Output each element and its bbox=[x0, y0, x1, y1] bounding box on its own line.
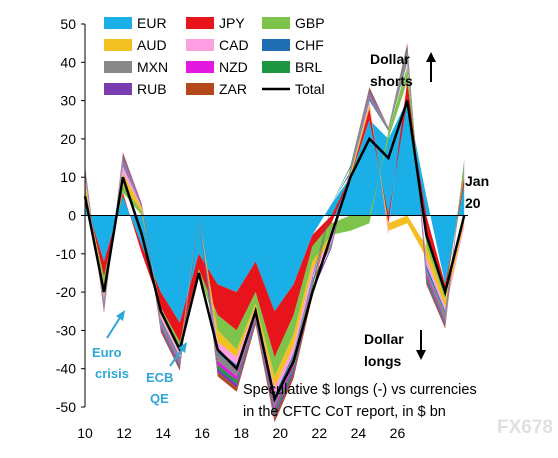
annotations: Dollar shorts Jan 20 Dollar longs Euro crisis EC… bbox=[92, 51, 553, 438]
annotation-euro-crisis-line2: crisis bbox=[95, 366, 129, 381]
y-tick-labels: 50 40 30 20 10 0 -10 -20 -30 -40 -50 bbox=[56, 16, 85, 415]
legend-swatch bbox=[186, 61, 214, 73]
annotation-dollar-shorts-line2: shorts bbox=[370, 73, 413, 89]
footnote-line1: Speculative $ longs (-) vs currencies bbox=[243, 382, 477, 398]
total-line bbox=[83, 100, 466, 404]
y-tick-label: -50 bbox=[56, 399, 76, 415]
x-tick-label: 14 bbox=[155, 425, 171, 441]
legend-label: BRL bbox=[295, 59, 322, 75]
legend-item-aud: AUD bbox=[104, 37, 167, 53]
x-tick-label: 12 bbox=[116, 425, 132, 441]
x-tick-label: 24 bbox=[351, 425, 367, 441]
annotation-dollar-longs-line2: longs bbox=[364, 353, 402, 369]
annotation-euro-crisis-line1: Euro bbox=[92, 345, 122, 360]
arrow-euro-head bbox=[116, 310, 125, 321]
annotation-dollar-shorts-line1: Dollar bbox=[370, 51, 410, 67]
legend-item-chf: CHF bbox=[262, 37, 324, 53]
legend-swatch bbox=[186, 17, 214, 29]
stacked-areas bbox=[85, 43, 465, 423]
legend-swatch bbox=[262, 17, 290, 29]
legend-swatch bbox=[262, 39, 290, 51]
legend-item-cad: CAD bbox=[186, 37, 249, 53]
legend-swatch bbox=[104, 39, 132, 51]
arrow-ecb-head bbox=[178, 342, 187, 353]
x-tick-label: 16 bbox=[194, 425, 210, 441]
y-tick-label: 50 bbox=[60, 16, 76, 32]
arrow-up-head bbox=[426, 52, 436, 62]
x-tick-label: 18 bbox=[233, 425, 249, 441]
x-tick-label: 20 bbox=[273, 425, 289, 441]
legend-label: CHF bbox=[295, 37, 324, 53]
legend-swatch bbox=[104, 83, 132, 95]
legend-label: NZD bbox=[219, 59, 248, 75]
legend-swatch bbox=[104, 17, 132, 29]
footnote-line2: in the CFTC CoT report, in $ bn bbox=[243, 404, 446, 420]
annotation-ecb-qe-line2: QE bbox=[150, 391, 169, 406]
legend-item-total: Total bbox=[262, 81, 325, 97]
legend-item-nzd: NZD bbox=[186, 59, 248, 75]
legend-label: ZAR bbox=[219, 81, 247, 97]
legend-label: GBP bbox=[295, 15, 325, 31]
legend-label: Total bbox=[295, 81, 325, 97]
legend-swatch bbox=[104, 61, 132, 73]
arrow-ecb-shaft bbox=[169, 347, 184, 367]
legend-swatch bbox=[262, 61, 290, 73]
annotation-ecb-qe-line1: ECB bbox=[146, 370, 173, 385]
legend-swatch bbox=[186, 83, 214, 95]
y-tick-label: -30 bbox=[56, 322, 76, 338]
area-jpy bbox=[85, 81, 465, 358]
legend-item-eur: EUR bbox=[104, 15, 167, 31]
arrow-euro-shaft bbox=[106, 315, 122, 339]
y-tick-label: -20 bbox=[56, 284, 76, 300]
legend-label: MXN bbox=[137, 59, 168, 75]
legend-label: CAD bbox=[219, 37, 249, 53]
legend-item-mxn: MXN bbox=[104, 59, 168, 75]
legend-label: JPY bbox=[219, 15, 245, 31]
x-tick-labels: 10 12 14 16 18 20 22 24 26 bbox=[77, 425, 405, 441]
arrow-down-head bbox=[416, 350, 426, 360]
total-line-group bbox=[83, 100, 466, 404]
y-tick-label: 30 bbox=[60, 93, 76, 109]
legend: EUR JPY GBP AUD CAD CHF MXN NZD BRL RUB ZAR Total bbox=[104, 15, 325, 97]
y-tick-label: -10 bbox=[56, 246, 76, 262]
y-tick-label: 40 bbox=[60, 54, 76, 70]
y-tick-label: 10 bbox=[60, 169, 76, 185]
annotation-jan-line1: Jan bbox=[465, 173, 489, 189]
annotation-jan-line2: 20 bbox=[465, 195, 481, 211]
x-tick-label: 22 bbox=[312, 425, 328, 441]
legend-label: AUD bbox=[137, 37, 167, 53]
legend-item-gbp: GBP bbox=[262, 15, 325, 31]
annotation-dollar-longs-line1: Dollar bbox=[364, 331, 404, 347]
legend-item-zar: ZAR bbox=[186, 81, 247, 97]
x-tick-label: 10 bbox=[77, 425, 93, 441]
legend-label: EUR bbox=[137, 15, 167, 31]
legend-item-rub: RUB bbox=[104, 81, 167, 97]
legend-swatch bbox=[186, 39, 214, 51]
y-tick-label: 20 bbox=[60, 131, 76, 147]
legend-label: RUB bbox=[137, 81, 167, 97]
legend-item-jpy: JPY bbox=[186, 15, 245, 31]
area-eur bbox=[85, 100, 465, 323]
x-tick-label: 26 bbox=[390, 425, 406, 441]
y-tick-label: -40 bbox=[56, 361, 76, 377]
watermark: FX678 bbox=[497, 417, 553, 438]
legend-item-brl: BRL bbox=[262, 59, 322, 75]
y-tick-label: 0 bbox=[68, 208, 76, 224]
